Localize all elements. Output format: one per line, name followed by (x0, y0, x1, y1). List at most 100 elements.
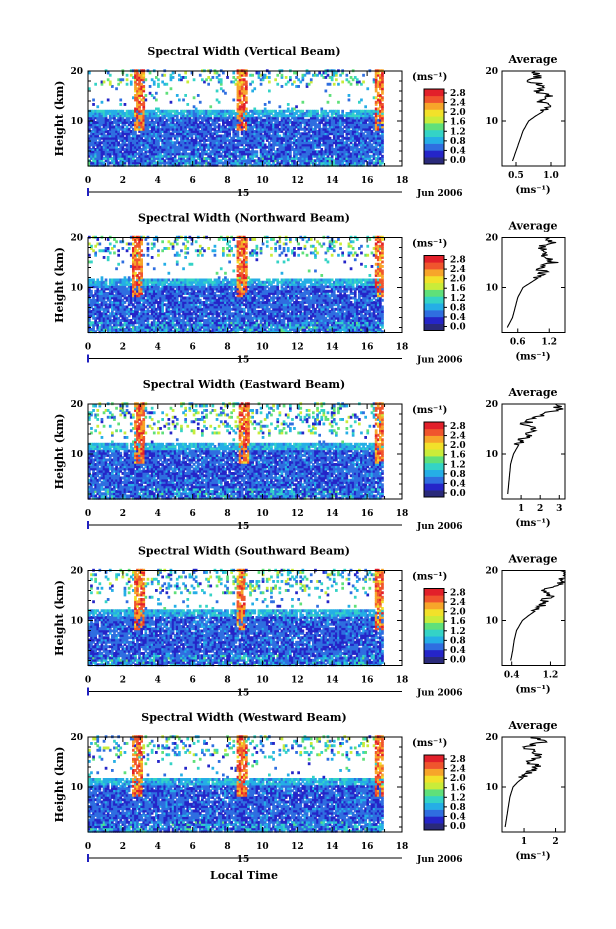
colorbar-swatch (424, 136, 444, 144)
y-tick-label: 20 (70, 567, 83, 577)
colorbar-swatch (424, 595, 444, 603)
colorbar-tick-label: 2.0 (450, 608, 466, 618)
colorbar-tick-label: 0.8 (450, 137, 466, 147)
y-tick-label: 10 (70, 117, 83, 127)
colorbar-swatch (424, 303, 444, 311)
colorbar-swatch (424, 636, 444, 644)
colorbar-swatch (424, 442, 444, 450)
y-tick-label: 20 (70, 67, 83, 77)
x-tick-label: 6 (190, 343, 196, 353)
x-tick-label: 4 (155, 176, 161, 186)
x-tick-label: 14 (326, 676, 339, 686)
colorbar-swatch (424, 802, 444, 810)
average-x-tick-label: 0.6 (510, 338, 526, 348)
colorbar-frame (423, 421, 445, 498)
colorbar-tick-label: 2.4 (450, 99, 466, 109)
x-tick-label: 16 (361, 676, 374, 686)
colorbar-tick-label: 2.4 (450, 765, 466, 775)
colorbar-tick-label: 0.0 (450, 156, 466, 166)
heatmap (88, 69, 384, 167)
colorbar-tick-label: 1.2 (450, 127, 466, 137)
colorbar-swatch (424, 275, 444, 284)
average-profile-line (504, 736, 548, 828)
x-tick-label: 10 (256, 842, 269, 852)
colorbar-unit: (ms⁻¹) (412, 738, 447, 749)
average-title: Average (507, 220, 557, 233)
x-tick-label: 0 (85, 509, 91, 519)
y-tick-label: 10 (70, 783, 83, 793)
panel-title: Spectral Width (Northward Beam) (138, 212, 350, 225)
x-tick-label: 12 (291, 676, 304, 686)
colorbar-swatch (424, 422, 444, 430)
colorbar-swatch (424, 656, 444, 664)
average-title: Average (507, 719, 557, 732)
average-unit: (ms⁻¹) (515, 185, 550, 196)
x-tick-label: 16 (361, 842, 374, 852)
colorbar-tick-label: 0.0 (450, 323, 466, 333)
colorbar-tick-label: 0.0 (450, 656, 466, 666)
y-tick-label: 10 (70, 450, 83, 460)
colorbar-swatch (424, 775, 444, 783)
colorbar-swatch (424, 643, 444, 651)
average-y-tick-label: 20 (485, 400, 498, 410)
colorbar-tick-label: 1.2 (450, 793, 466, 803)
colorbar-swatch (424, 462, 444, 471)
colorbar-tick-label: 1.2 (450, 294, 466, 304)
x-tick-label: 10 (256, 343, 269, 353)
date-label: Jun 2006 (416, 855, 463, 865)
colorbar-tick-label: 2.0 (450, 108, 466, 118)
x-tick-label: 14 (326, 343, 339, 353)
colorbar-tick-label: 1.6 (450, 784, 466, 794)
x-tick-label: 14 (326, 842, 339, 852)
colorbar-swatch (424, 490, 444, 498)
average-profile-line (511, 70, 553, 162)
colorbar-swatch (424, 823, 444, 831)
colorbar-unit: (ms⁻¹) (412, 72, 447, 83)
y-tick-label: 20 (70, 733, 83, 743)
average-y-tick-label: 20 (485, 67, 498, 77)
x-tick-label: 4 (155, 509, 161, 519)
colorbar-tick-label: 1.6 (450, 284, 466, 294)
x-tick-label: 4 (155, 842, 161, 852)
colorbar-swatch (424, 323, 444, 331)
x-tick-label: 0 (85, 343, 91, 353)
colorbar-swatch (424, 615, 444, 623)
x-tick-label: 16 (361, 343, 374, 353)
colorbar-tick-label: 0.4 (450, 646, 466, 656)
x-tick-label: 0 (85, 676, 91, 686)
x-tick-label: 14 (326, 509, 339, 519)
colorbar-swatch (424, 602, 444, 610)
average-x-tick-label: 1.2 (541, 338, 557, 348)
colorbar-swatch (424, 816, 444, 824)
colorbar-swatch (424, 649, 444, 657)
colorbar-swatch (424, 476, 444, 484)
x-tick-label: 6 (190, 676, 196, 686)
colorbar-tick-label: 1.2 (450, 627, 466, 637)
colorbar-swatch (424, 449, 444, 457)
average-y-tick-label: 10 (485, 450, 498, 460)
x-tick-label: 2 (120, 509, 126, 519)
colorbar-frame (423, 588, 445, 664)
x-tick-label: 18 (396, 676, 409, 686)
x-tick-label: 10 (256, 509, 269, 519)
average-unit: (ms⁻¹) (515, 851, 550, 862)
colorbar-frame (423, 88, 445, 165)
date-label: Jun 2006 (416, 689, 463, 699)
x-tick-label: 8 (224, 676, 230, 686)
colorbar-swatch (424, 768, 444, 776)
colorbar-swatch (424, 102, 444, 110)
colorbar-frame (423, 754, 445, 831)
average-title: Average (507, 386, 557, 399)
average-x-tick-label: 3 (556, 504, 562, 514)
colorbar-swatch (424, 89, 444, 97)
average-title: Average (507, 553, 557, 566)
day-label: 15 (237, 189, 250, 199)
colorbar-swatch (424, 255, 444, 263)
colorbar-swatch (424, 262, 444, 270)
heatmap (88, 568, 384, 667)
colorbar-tick-label: 1.6 (450, 118, 466, 128)
panel-3: Spectral Width (Eastward Beam)0 2 4 6 8 10 12 1… (53, 378, 566, 532)
average-x-tick-label: 0.5 (508, 171, 524, 181)
colorbar-tick-label: 0.8 (450, 470, 466, 480)
panel-1: Spectral Width (Vertical Beam) 0 2 4 6 8 10 12 1… (53, 45, 566, 199)
